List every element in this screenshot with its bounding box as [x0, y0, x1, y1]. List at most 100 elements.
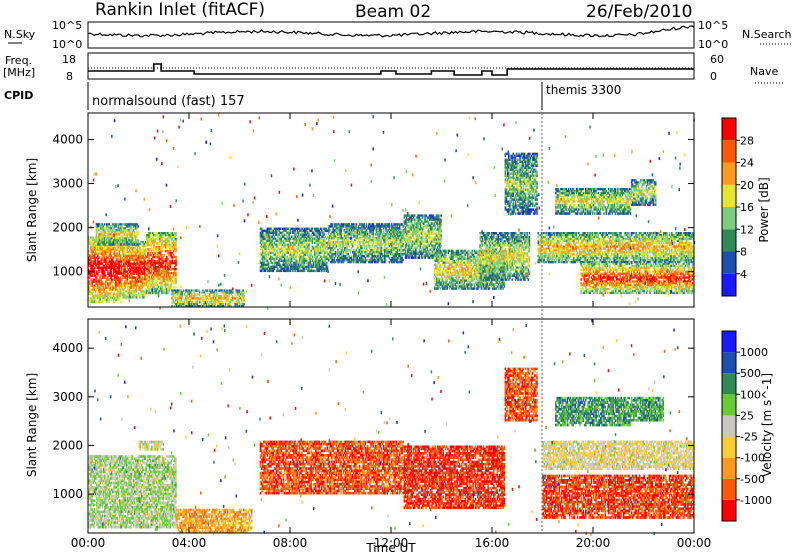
- heatmap-cell: [97, 275, 99, 277]
- heatmap-cell: [108, 301, 110, 303]
- heatmap-cell: [327, 268, 329, 270]
- heatmap-cell: [229, 295, 231, 297]
- power-heatmap: [88, 113, 695, 310]
- heatmap-cell: [99, 243, 101, 245]
- heatmap-cell: [279, 228, 281, 230]
- heatmap-cell: [137, 243, 139, 245]
- heatmap-cell: [98, 257, 100, 259]
- heatmap-cell: [440, 232, 442, 234]
- heatmap-cell: [367, 249, 369, 251]
- heatmap-cell: [144, 296, 146, 298]
- heatmap-cell: [291, 260, 293, 262]
- heatmap-cell: [329, 229, 331, 231]
- heatmap-cell: [161, 250, 163, 252]
- date-title: 26/Feb/2010: [586, 2, 692, 22]
- heatmap-cell: [164, 254, 166, 256]
- nave-tick-lo: 0: [710, 70, 717, 83]
- heatmap-cell: [183, 289, 185, 291]
- heatmap-cell: [175, 234, 177, 236]
- heatmap-cell: [207, 289, 209, 291]
- heatmap-cell: [137, 233, 139, 235]
- station-title: Rankin Inlet (fitACF): [95, 0, 265, 20]
- heatmap-cell: [360, 241, 362, 243]
- heatmap-cell: [182, 295, 184, 297]
- nsearch-tick-lo: 10^0: [698, 38, 728, 51]
- heatmap-cell: [91, 275, 93, 277]
- heatmap-cell: [112, 281, 114, 283]
- heatmap-cell: [137, 225, 139, 227]
- heatmap-cell: [173, 286, 175, 288]
- nsky-tick-hi: 10^5: [52, 19, 82, 32]
- heatmap-cell: [403, 259, 405, 261]
- heatmap-cell: [96, 301, 98, 303]
- freq-panel: [88, 53, 694, 79]
- nave-tick-hi: 60: [710, 53, 724, 66]
- cpid-mode-2: themis 3300: [546, 83, 621, 97]
- nsky-tick-lo: 10^0: [52, 38, 82, 51]
- cpid-label: CPID: [4, 89, 33, 102]
- nsky-panel: [88, 22, 694, 48]
- heatmap-cell: [440, 241, 442, 243]
- heatmap-cell: [175, 286, 177, 288]
- heatmap-cell: [263, 234, 265, 236]
- heatmap-cell: [175, 268, 177, 270]
- heatmap-cell: [422, 216, 424, 218]
- heatmap-cell: [323, 234, 325, 236]
- heatmap-cell: [353, 261, 355, 263]
- heatmap-cell: [415, 257, 417, 259]
- heatmap-cell: [130, 296, 132, 298]
- heatmap-cell: [243, 291, 245, 293]
- heatmap-cell: [243, 295, 245, 297]
- freq-unit: [MHz]: [3, 66, 35, 79]
- heatmap-cell: [132, 233, 134, 235]
- heatmap-cell: [175, 250, 177, 252]
- beam-title: Beam 02: [355, 2, 431, 22]
- heatmap-cell: [120, 301, 122, 303]
- heatmap-cell: [167, 258, 169, 260]
- heatmap-cell: [104, 223, 106, 225]
- heatmap-cell: [440, 245, 442, 247]
- heatmap-cell: [175, 282, 177, 284]
- heatmap-cell: [436, 232, 438, 234]
- heatmap-cell: [403, 245, 405, 247]
- nave-label: Nave: [750, 65, 778, 78]
- heatmap-cell: [243, 299, 245, 301]
- heatmap-cell: [98, 271, 100, 273]
- heatmap-cell: [175, 264, 177, 266]
- nsearch-tick-hi: 10^5: [698, 19, 728, 32]
- cpid-mode-1: normalsound (fast) 157: [92, 94, 245, 109]
- heatmap-cell: [290, 232, 292, 234]
- freq-tick-lo: 8: [66, 70, 73, 83]
- heatmap-cell: [414, 214, 416, 216]
- heatmap-cell: [308, 234, 310, 236]
- nsky-trace: [88, 26, 694, 37]
- heatmap-cell: [232, 291, 234, 293]
- heatmap-cell: [136, 235, 138, 237]
- freq-tick-hi: 18: [62, 53, 76, 66]
- heatmap-cell: [327, 262, 329, 264]
- heatmap-cell: [423, 235, 425, 237]
- heatmap-cell: [134, 243, 136, 245]
- heatmap-cell: [287, 228, 289, 230]
- heatmap-cell: [89, 283, 91, 285]
- heatmap-cell: [440, 214, 442, 216]
- freq-trace: [88, 64, 694, 75]
- heatmap-cell: [243, 303, 245, 305]
- heatmap-cell: [304, 270, 306, 272]
- heatmap-cell: [440, 224, 442, 226]
- heatmap-cell: [336, 245, 338, 247]
- heatmap-cell: [102, 301, 104, 303]
- heatmap-cell: [134, 233, 136, 235]
- heatmap-cell: [342, 233, 344, 235]
- heatmap-cell: [385, 259, 387, 261]
- nsearch-label: N.Search: [742, 28, 792, 41]
- heatmap-cell: [328, 259, 330, 261]
- nsky-label: N.Sky: [4, 28, 36, 41]
- heatmap-cell: [162, 236, 164, 238]
- heatmap-cell: [314, 270, 316, 272]
- heatmap-cell: [139, 296, 141, 298]
- heatmap-cell: [308, 248, 310, 250]
- heatmap-cell: [419, 257, 421, 259]
- heatmap-cell: [354, 243, 356, 245]
